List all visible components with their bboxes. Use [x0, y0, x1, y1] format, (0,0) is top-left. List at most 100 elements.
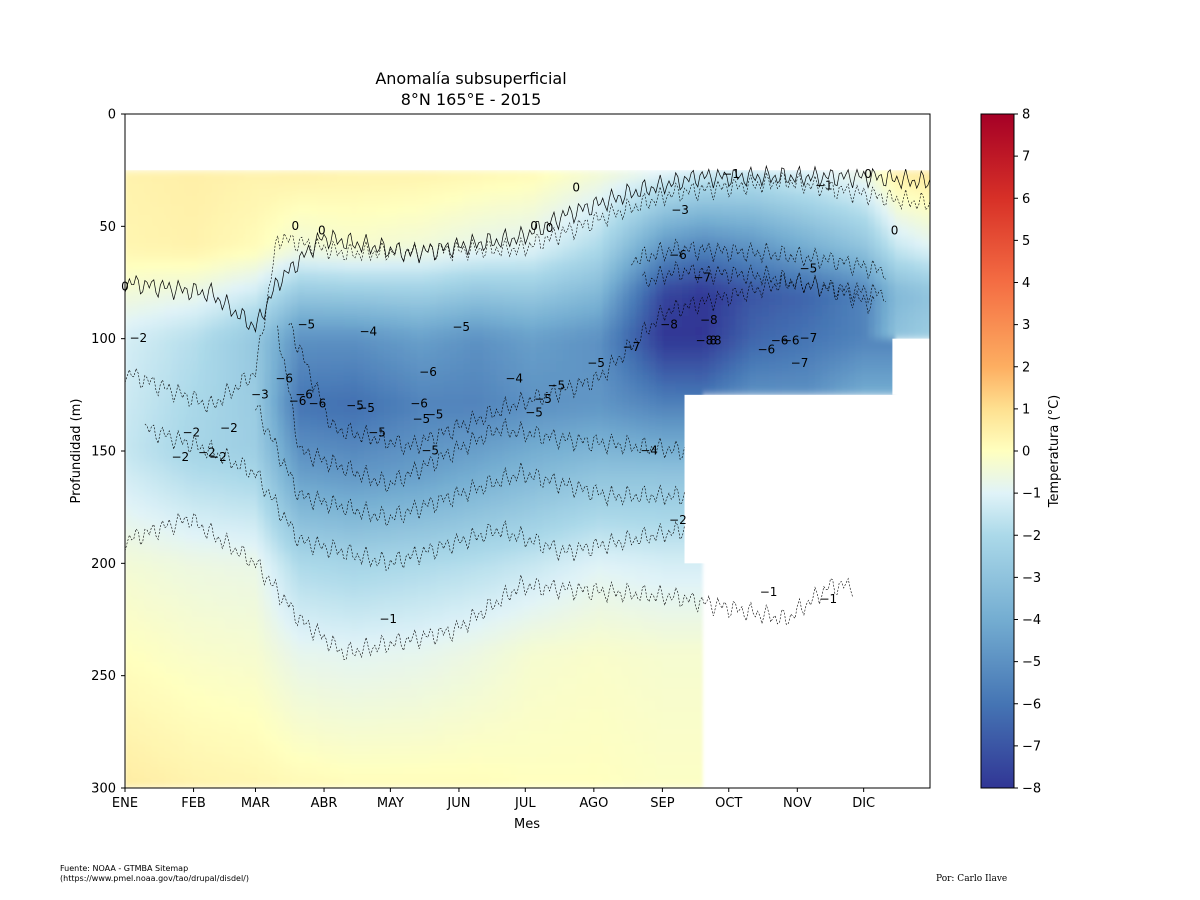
heatmap-cell	[582, 203, 590, 216]
heatmap-cell	[337, 462, 345, 474]
heatmap-cell	[377, 563, 385, 576]
heatmap-cell	[622, 170, 630, 182]
heatmap-cell	[204, 473, 212, 486]
heatmap-cell	[682, 293, 690, 306]
heatmap-cell	[655, 731, 663, 744]
heatmap-cell	[576, 518, 584, 531]
heatmap-cell	[310, 248, 318, 261]
heatmap-cell	[370, 731, 378, 744]
heatmap-cell	[317, 305, 325, 317]
heatmap-cell	[217, 507, 226, 519]
heatmap-cell	[742, 170, 750, 182]
heatmap-cell	[529, 585, 537, 598]
heatmap-cell	[629, 361, 637, 373]
heatmap-cell	[370, 552, 378, 564]
heatmap-cell	[443, 406, 451, 418]
heatmap-cell	[343, 338, 352, 351]
heatmap-cell	[184, 765, 192, 778]
heatmap-cell	[151, 361, 159, 373]
heatmap-cell	[277, 731, 285, 744]
heatmap-cell	[383, 642, 391, 654]
heatmap-cell	[350, 282, 358, 295]
heatmap-cell	[642, 203, 650, 216]
heatmap-cell	[244, 698, 252, 710]
heatmap-cell	[178, 203, 186, 216]
heatmap-cell	[416, 698, 425, 710]
heatmap-cell	[370, 349, 378, 362]
heatmap-cell	[310, 327, 318, 340]
heatmap-cell	[635, 349, 644, 362]
heatmap-cell	[562, 709, 571, 722]
heatmap-cell	[642, 495, 650, 508]
heatmap-cell	[543, 765, 551, 778]
heatmap-cell	[476, 394, 484, 407]
heatmap-cell	[602, 192, 610, 205]
heatmap-cell	[178, 428, 186, 441]
heatmap-cell	[271, 237, 279, 250]
heatmap-cell	[151, 181, 159, 194]
heatmap-cell	[343, 349, 352, 362]
heatmap-cell	[416, 675, 425, 688]
heatmap-cell	[675, 282, 683, 295]
heatmap-cell	[635, 192, 644, 205]
heatmap-cell	[370, 642, 378, 654]
heatmap-cell	[343, 619, 352, 632]
heatmap-cell	[450, 597, 458, 609]
heatmap-cell	[290, 686, 299, 699]
heatmap-cell	[423, 282, 431, 295]
heatmap-cell	[204, 765, 212, 778]
heatmap-cell	[357, 529, 365, 542]
heatmap-cell	[622, 406, 630, 418]
heatmap-cell	[602, 563, 610, 576]
heatmap-cell	[171, 518, 179, 531]
heatmap-cell	[370, 170, 378, 182]
heatmap-cell	[635, 361, 644, 373]
heatmap-cell	[217, 754, 226, 767]
heatmap-cell	[655, 574, 663, 587]
heatmap-cell	[304, 709, 312, 722]
heatmap-cell	[523, 698, 531, 710]
heatmap-cell	[456, 451, 464, 463]
heatmap-cell	[456, 394, 464, 407]
heatmap-cell	[224, 765, 232, 778]
heatmap-cell	[330, 293, 338, 306]
heatmap-cell	[629, 248, 637, 261]
heatmap-cell	[761, 215, 770, 227]
heatmap-cell	[403, 540, 411, 553]
heatmap-cell	[204, 664, 212, 677]
heatmap-cell	[284, 698, 292, 710]
heatmap-cell	[383, 574, 391, 587]
heatmap-cell	[549, 765, 557, 778]
heatmap-cell	[695, 338, 703, 351]
heatmap-cell	[211, 642, 219, 654]
heatmap-cell	[516, 731, 524, 744]
heatmap-cell	[198, 170, 206, 182]
heatmap-cell	[596, 394, 604, 407]
heatmap-cell	[211, 698, 219, 710]
heatmap-cell	[151, 293, 159, 306]
heatmap-cell	[357, 271, 365, 284]
heatmap-cell	[430, 686, 438, 699]
heatmap-cell	[191, 372, 199, 385]
heatmap-cell	[708, 316, 716, 328]
heatmap-cell	[310, 361, 318, 373]
heatmap-cell	[158, 451, 166, 463]
heatmap-cell	[556, 484, 564, 497]
heatmap-cell	[410, 754, 418, 767]
heatmap-cell	[509, 316, 517, 328]
heatmap-cell	[576, 653, 584, 665]
heatmap-cell	[330, 709, 338, 722]
heatmap-cell	[682, 675, 690, 688]
heatmap-cell	[370, 215, 378, 227]
heatmap-cell	[158, 507, 166, 519]
heatmap-cell	[231, 507, 239, 519]
heatmap-cell	[742, 203, 750, 216]
heatmap-cell	[184, 731, 192, 744]
heatmap-cell	[237, 585, 245, 598]
heatmap-cell	[635, 282, 644, 295]
heatmap-cell	[635, 653, 644, 665]
heatmap-cell	[138, 698, 146, 710]
heatmap-cell	[582, 428, 590, 441]
heatmap-cell	[324, 428, 332, 441]
heatmap-cell	[257, 383, 265, 396]
